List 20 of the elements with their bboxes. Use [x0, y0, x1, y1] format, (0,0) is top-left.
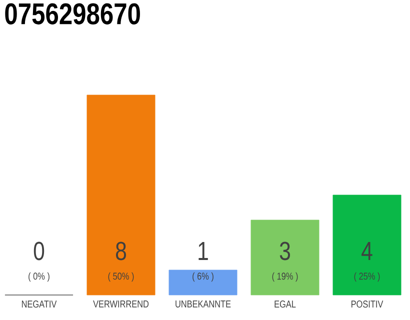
data-label: 1 — [198, 242, 208, 260]
data-label: 3 — [280, 242, 290, 260]
x-tick-label: POSITIV — [352, 300, 384, 308]
annotation: ( 50% ) — [108, 272, 134, 282]
bar — [168, 270, 238, 296]
data-label: 4 — [362, 242, 372, 260]
bar — [86, 94, 156, 296]
x-tick-label: NEGATIV — [22, 300, 57, 308]
data-label: 0 — [34, 242, 44, 260]
data-label: 8 — [116, 242, 126, 260]
annotation: ( 0% ) — [28, 272, 50, 282]
annotation: ( 19% ) — [272, 272, 298, 282]
annotation: ( 6% ) — [192, 272, 214, 282]
x-tick-label: VERWIRREND — [93, 300, 149, 308]
chart-title: 0756298670 — [5, 3, 140, 24]
bar — [250, 220, 320, 296]
annotation: ( 25% ) — [354, 272, 380, 282]
bar — [332, 194, 402, 296]
x-tick-label: UNBEKANNTE — [176, 300, 231, 308]
x-tick-label: EGAL — [274, 300, 296, 308]
